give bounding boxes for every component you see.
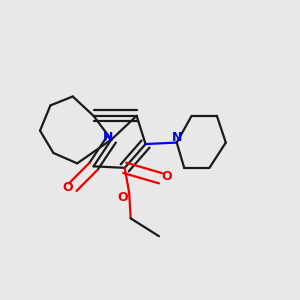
Text: O: O xyxy=(62,181,73,194)
Text: O: O xyxy=(117,191,128,204)
Text: O: O xyxy=(162,170,172,183)
Text: N: N xyxy=(172,131,182,144)
Text: N: N xyxy=(103,131,113,144)
